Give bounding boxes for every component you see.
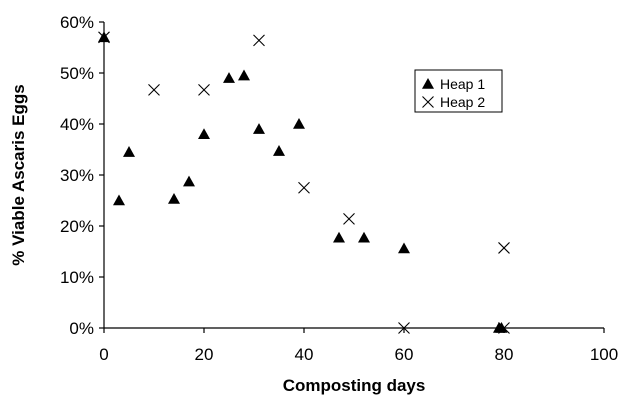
data-point-triangle (253, 123, 265, 134)
legend: Heap 1 Heap 2 (414, 69, 503, 113)
series-heap-1 (98, 31, 508, 333)
data-point-cross (98, 31, 110, 44)
data-point-triangle (183, 175, 195, 187)
data-point-triangle (293, 118, 305, 129)
data-point-cross (398, 322, 410, 334)
data-point-cross (253, 34, 265, 47)
y-ticks: 0% 10% 20% 30% 40% 50% 60% (60, 13, 104, 338)
y-tick-label: 20% (60, 217, 94, 236)
data-point-cross (298, 181, 310, 194)
x-tick-label: 80 (495, 345, 514, 364)
data-point-cross (498, 322, 510, 334)
x-tick-label: 100 (590, 345, 618, 364)
data-point-triangle (113, 194, 125, 206)
x-tick-label: 40 (295, 345, 314, 364)
data-point-triangle (495, 322, 508, 333)
y-tick-label: 40% (60, 115, 94, 134)
data-point-triangle (123, 146, 135, 157)
data-point-triangle (238, 69, 250, 81)
legend-label: Heap 1 (440, 76, 485, 92)
x-tick-label: 20 (195, 345, 214, 364)
x-axis-title: Composting days (283, 376, 426, 395)
legend-box (414, 69, 503, 113)
data-marks (98, 31, 510, 334)
data-point-cross (148, 83, 160, 96)
x-tick-label: 60 (395, 345, 414, 364)
data-point-triangle (273, 145, 285, 156)
data-point-cross (343, 212, 355, 225)
data-point-triangle (198, 128, 210, 139)
series-heap-2 (98, 31, 510, 334)
y-tick-label: 30% (60, 166, 94, 185)
legend-label: Heap 2 (440, 94, 485, 110)
legend-items: Heap 1 Heap 2 (422, 76, 485, 110)
legend-marker-triangle (422, 78, 434, 89)
data-point-triangle (333, 231, 345, 243)
data-point-cross (198, 83, 210, 96)
data-point-triangle (168, 192, 180, 204)
y-tick-label: 10% (60, 268, 94, 287)
data-point-cross (498, 242, 510, 254)
x-ticks: 0 20 40 60 80 100 (99, 328, 618, 364)
y-axis-title: % Viable Ascaris Eggs (9, 84, 28, 265)
data-point-triangle (398, 242, 410, 254)
data-point-triangle (358, 231, 370, 243)
legend-marker-cross (422, 96, 434, 108)
y-tick-label: 50% (60, 64, 94, 83)
y-tick-label: 60% (60, 13, 94, 32)
axes (103, 22, 604, 329)
data-point-triangle (223, 72, 235, 83)
x-tick-label: 0 (99, 345, 108, 364)
y-tick-label: 0% (69, 319, 94, 338)
